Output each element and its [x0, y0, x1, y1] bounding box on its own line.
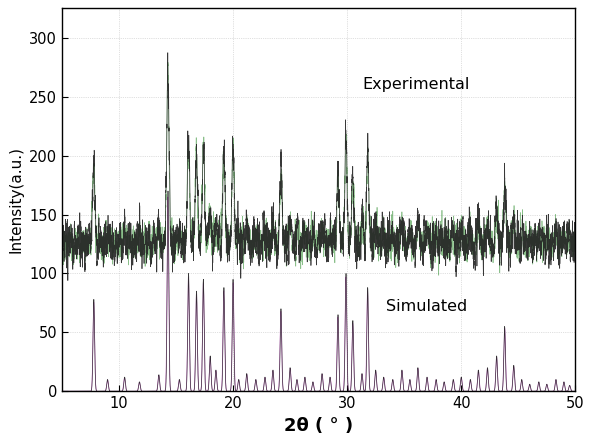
Y-axis label: Intensity(a.u.): Intensity(a.u.)	[8, 146, 23, 253]
Text: Simulated: Simulated	[387, 299, 468, 314]
X-axis label: 2θ ( ° ): 2θ ( ° )	[284, 417, 353, 435]
Text: Experimental: Experimental	[362, 78, 469, 93]
